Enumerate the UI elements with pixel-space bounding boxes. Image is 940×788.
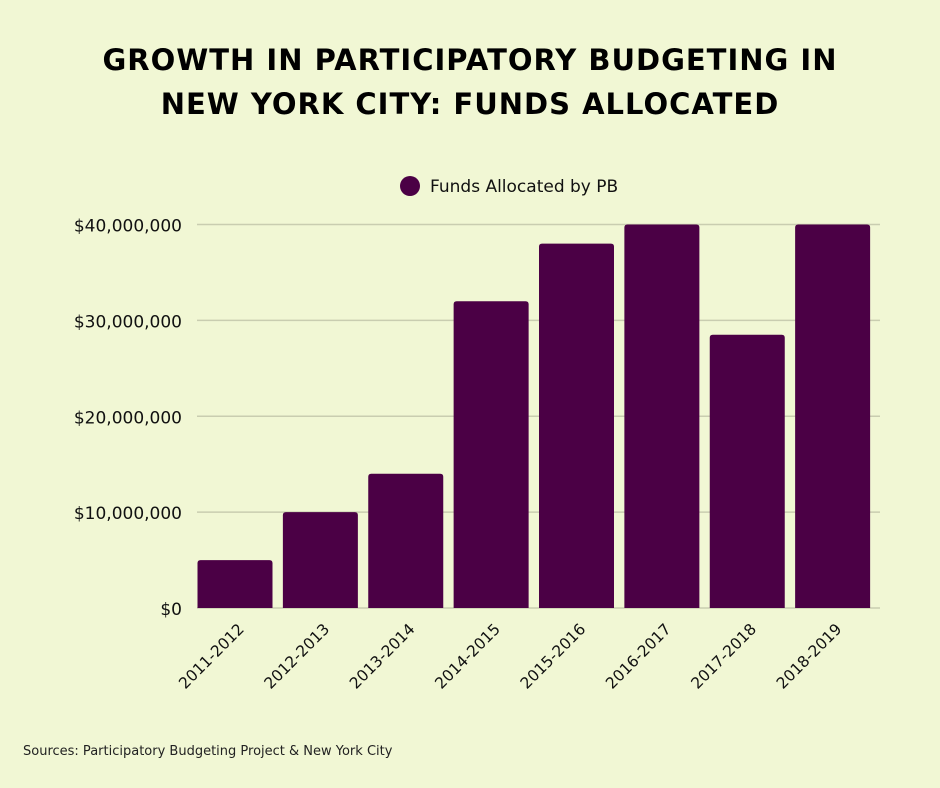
x-tick-label: 2015-2016 <box>517 620 589 692</box>
bar-2014-2015 <box>453 301 529 608</box>
bar-2018-2019 <box>795 224 871 608</box>
bar-2012-2013 <box>282 512 358 608</box>
bar-2013-2014 <box>368 473 444 608</box>
chart-title: GROWTH IN PARTICIPATORY BUDGETING IN NEW… <box>0 38 940 126</box>
x-tick-label: 2011-2012 <box>175 620 247 692</box>
chart-title-line-1: GROWTH IN PARTICIPATORY BUDGETING IN <box>102 43 838 77</box>
y-tick-label: $0 <box>160 600 182 620</box>
y-tick-label: $40,000,000 <box>74 217 182 237</box>
bar-2015-2016 <box>539 243 614 609</box>
x-tick-label: 2018-2019 <box>773 620 845 692</box>
x-tick-label: 2012-2013 <box>261 620 333 692</box>
source-note: Sources: Participatory Budgeting Project… <box>23 744 393 759</box>
x-tick-label: 2014-2015 <box>431 620 503 692</box>
legend-marker <box>400 176 420 196</box>
x-tick-label: 2016-2017 <box>602 620 674 692</box>
bar-2011-2012 <box>197 560 273 608</box>
bar-2016-2017 <box>624 224 700 608</box>
legend-label: Funds Allocated by PB <box>430 177 618 197</box>
bar-2017-2018 <box>709 334 785 608</box>
y-tick-label: $30,000,000 <box>74 312 182 332</box>
chart-title-line-2: NEW YORK CITY: FUNDS ALLOCATED <box>160 87 780 121</box>
y-tick-label: $10,000,000 <box>74 504 182 524</box>
legend: Funds Allocated by PB <box>400 176 618 197</box>
x-tick-label: 2013-2014 <box>346 620 418 692</box>
y-tick-label: $20,000,000 <box>74 408 182 428</box>
x-tick-label: 2017-2018 <box>688 620 760 692</box>
